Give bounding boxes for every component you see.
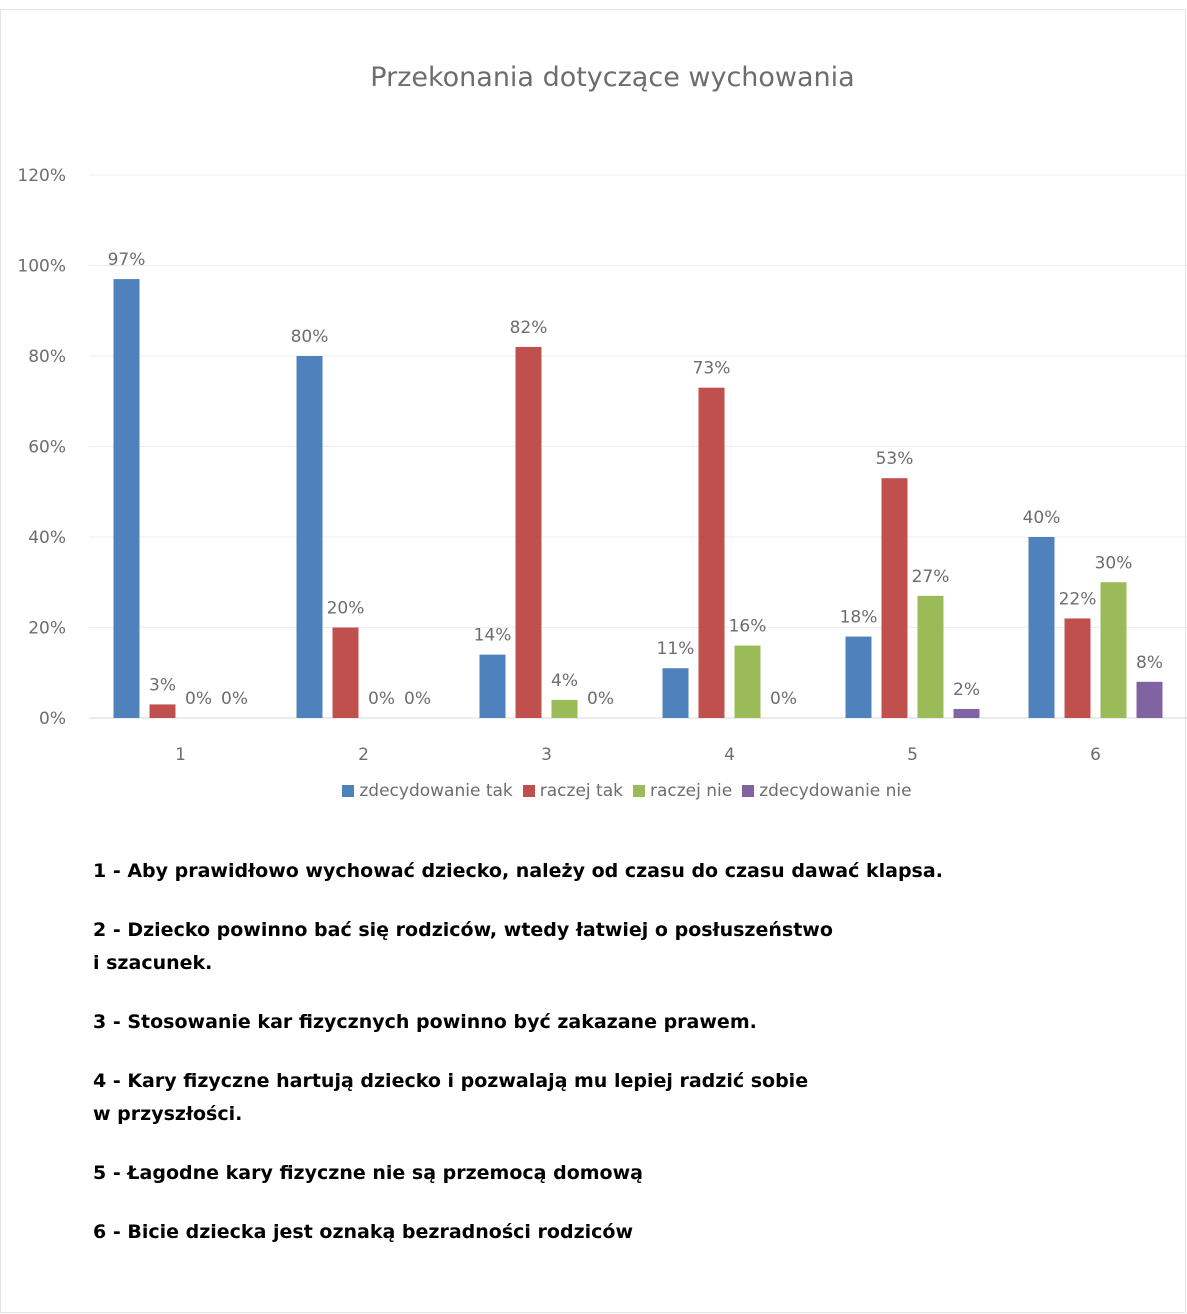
bar	[149, 704, 176, 718]
y-tick-label: 100%	[17, 257, 66, 277]
bar	[479, 654, 506, 718]
bar	[1100, 582, 1127, 718]
data-label: 14%	[474, 626, 512, 646]
chart-legend: zdecydowanie tak raczej tak raczej nie z…	[0, 781, 1187, 801]
legend-label-raczej-tak: raczej tak	[539, 781, 623, 801]
data-label: 0%	[404, 689, 431, 709]
data-label: 8%	[1136, 653, 1163, 673]
y-tick-label: 60%	[28, 438, 66, 458]
legend-item-zdecydowanie-tak: zdecydowanie tak	[342, 781, 513, 801]
statement-6: 6 - Bicie dziecka jest oznaką bezradnośc…	[93, 1221, 634, 1243]
statement-2: 2 - Dziecko powinno bać się rodziców, wt…	[93, 919, 833, 974]
legend-label-zdecydowanie-nie: zdecydowanie nie	[759, 781, 912, 801]
statement-notes: 1 - Aby prawidłowo wychować dziecko, nal…	[93, 855, 1093, 1275]
chart-frame	[0, 9, 1186, 1313]
legend-swatch-zdecydowanie-nie	[742, 785, 755, 797]
statement-4: 4 - Kary fizyczne hartują dziecko i pozw…	[93, 1070, 809, 1125]
data-label: 0%	[770, 689, 797, 709]
legend-label-zdecydowanie-tak: zdecydowanie tak	[359, 781, 513, 801]
legend-item-raczej-tak: raczej tak	[522, 781, 623, 801]
data-label: 16%	[729, 617, 767, 637]
legend-item-zdecydowanie-nie: zdecydowanie nie	[742, 781, 912, 801]
data-label: 2%	[953, 680, 980, 700]
bar	[113, 279, 140, 718]
bar	[1136, 681, 1163, 718]
data-label: 20%	[327, 599, 365, 619]
data-label: 27%	[912, 567, 950, 587]
y-tick-label: 80%	[28, 347, 66, 367]
x-tick-label: 3	[541, 745, 552, 765]
y-tick-label: 0%	[39, 709, 66, 729]
bar	[845, 636, 872, 718]
bar	[1028, 537, 1055, 718]
y-tick-label: 120%	[17, 166, 66, 186]
data-label: 97%	[108, 250, 146, 270]
bar	[734, 645, 761, 718]
legend-swatch-raczej-nie	[632, 785, 645, 797]
y-tick-label: 40%	[28, 528, 66, 548]
data-label: 18%	[840, 608, 878, 628]
statement-3: 3 - Stosowanie kar fizycznych powinno by…	[93, 1011, 757, 1033]
x-tick-label: 2	[358, 745, 369, 765]
x-tick-label: 5	[907, 745, 918, 765]
x-tick-label: 4	[724, 745, 735, 765]
legend-swatch-zdecydowanie-tak	[342, 785, 355, 797]
bar	[881, 478, 908, 718]
bar	[551, 699, 578, 718]
data-label: 30%	[1095, 553, 1133, 573]
statement-5: 5 - Łagodne kary fizyczne nie są przemoc…	[93, 1162, 643, 1184]
bar	[917, 595, 944, 718]
bar	[296, 356, 323, 718]
bar	[515, 346, 542, 718]
data-label: 82%	[510, 318, 548, 338]
data-label: 73%	[693, 359, 731, 379]
legend-swatch-raczej-tak	[522, 785, 535, 797]
chart-title: Przekonania dotyczące wychowania	[370, 62, 855, 93]
data-label: 3%	[149, 675, 176, 695]
data-label: 53%	[876, 449, 914, 469]
y-tick-label: 20%	[28, 619, 66, 639]
data-label: 0%	[221, 689, 248, 709]
bar	[1064, 618, 1091, 718]
data-label: 80%	[291, 327, 329, 347]
data-label: 4%	[551, 671, 578, 691]
bar	[953, 708, 980, 718]
data-label: 0%	[185, 689, 212, 709]
data-label: 0%	[368, 689, 395, 709]
data-label: 22%	[1059, 589, 1097, 609]
legend-item-raczej-nie: raczej nie	[632, 781, 733, 801]
bar	[332, 627, 359, 718]
data-label: 0%	[587, 689, 614, 709]
x-tick-label: 1	[175, 745, 186, 765]
bar	[698, 387, 725, 718]
statement-1: 1 - Aby prawidłowo wychować dziecko, nal…	[93, 860, 943, 882]
bar	[662, 668, 689, 718]
legend-label-raczej-nie: raczej nie	[649, 781, 733, 801]
data-label: 11%	[657, 639, 695, 659]
data-label: 40%	[1023, 508, 1061, 528]
bar-chart: 0%20%40%60%80%100%120%97%3%0% 0%180%20%0%…	[17, 166, 1187, 765]
x-tick-label: 6	[1090, 745, 1101, 765]
